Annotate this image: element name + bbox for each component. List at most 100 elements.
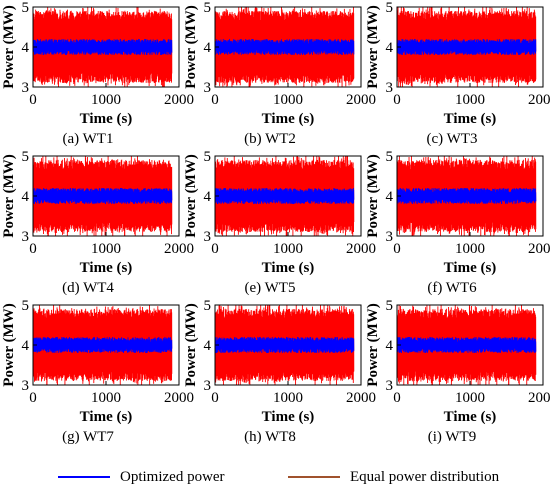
y-tick-label-7-4: 4: [22, 338, 30, 354]
panel-caption-1: (a) WT1: [63, 131, 114, 147]
panel-caption-6: (f) WT6: [427, 280, 477, 296]
y-tick-label-3-5: 5: [386, 0, 394, 16]
y-tick-label-1-5: 5: [22, 0, 30, 16]
y-tick-label-8-3: 3: [204, 378, 212, 394]
y-tick-label-7-3: 3: [22, 378, 30, 394]
y-tick-label-9-4: 4: [386, 338, 394, 354]
plot-area-3: [397, 7, 537, 87]
x-tick-label-2-1000: 1000: [273, 92, 303, 108]
x-tick-label-3-1000: 1000: [455, 92, 485, 108]
x-tick-label-1-0: 0: [29, 92, 37, 108]
x-axis-label-1: Time (s): [80, 111, 133, 127]
plot-area-2: [215, 7, 355, 87]
y-axis-label-8: Power (MW): [183, 303, 199, 386]
x-tick-label-5-2000: 2000: [346, 241, 376, 257]
y-axis-label-2: Power (MW): [183, 5, 199, 88]
y-tick-label-4-4: 4: [22, 189, 30, 205]
y-tick-label-5-3: 3: [204, 229, 212, 245]
x-tick-label-7-2000: 2000: [164, 390, 194, 406]
x-axis-label-9: Time (s): [444, 409, 497, 425]
panel-6: 3 4 5 0 1000 2000 Power (MW) Time (s) (f) WT6: [365, 149, 550, 296]
series-optimized-power-6: [397, 188, 537, 204]
y-tick-label-6-5: 5: [386, 149, 394, 165]
legend: Optimized power Equal power distribution: [0, 466, 550, 488]
y-tick-label-2-3: 3: [204, 80, 212, 96]
y-tick-label-2-5: 5: [204, 0, 212, 16]
series-optimized-power-1: [33, 39, 173, 55]
y-axis-label-4: Power (MW): [1, 154, 17, 237]
x-tick-label-3-2000: 2000: [528, 92, 550, 108]
y-tick-label-1-4: 4: [22, 40, 30, 56]
y-tick-label-5-4: 4: [204, 189, 212, 205]
legend-label-optimized: Optimized power: [120, 468, 225, 485]
y-axis-label-3: Power (MW): [365, 5, 381, 88]
panel-caption-4: (d) WT4: [62, 280, 114, 296]
y-tick-label-3-4: 4: [386, 40, 394, 56]
x-axis-label-8: Time (s): [262, 409, 315, 425]
y-tick-label-2-4: 4: [204, 40, 212, 56]
y-tick-label-3-3: 3: [386, 80, 394, 96]
x-tick-label-1-1000: 1000: [91, 92, 121, 108]
plot-area-6: [397, 156, 537, 236]
series-optimized-power-4: [33, 187, 173, 205]
legend-item-equal: Equal power distribution: [288, 466, 499, 488]
y-tick-label-8-5: 5: [204, 298, 212, 314]
x-axis-label-7: Time (s): [80, 409, 133, 425]
y-tick-label-6-4: 4: [386, 189, 394, 205]
series-optimized-power-3: [397, 38, 537, 55]
x-tick-label-4-0: 0: [29, 241, 37, 257]
panel-caption-9: (i) WT9: [428, 429, 476, 445]
y-tick-label-5-5: 5: [204, 149, 212, 165]
series-optimized-power-7: [33, 337, 173, 353]
x-tick-label-8-0: 0: [211, 390, 219, 406]
x-tick-label-6-1000: 1000: [455, 241, 485, 257]
plot-area-7: [33, 305, 173, 385]
y-tick-label-1-3: 3: [22, 80, 30, 96]
panel-caption-7: (g) WT7: [62, 429, 114, 445]
x-axis-label-4: Time (s): [80, 260, 133, 276]
panel-caption-8: (h) WT8: [244, 429, 296, 445]
x-axis-label-2: Time (s): [262, 111, 315, 127]
x-tick-label-2-2000: 2000: [346, 92, 376, 108]
y-tick-label-9-3: 3: [386, 378, 394, 394]
x-tick-label-5-1000: 1000: [273, 241, 303, 257]
x-axis-label-6: Time (s): [444, 260, 497, 276]
y-tick-label-4-3: 3: [22, 229, 30, 245]
plot-area-9: [397, 305, 537, 385]
panel-1: 3 4 5 0 1000 2000 Power (MW) Time (s) (a) WT1: [1, 0, 194, 147]
y-tick-label-8-4: 4: [204, 338, 212, 354]
plot-area-5: [215, 156, 355, 236]
y-axis-label-1: Power (MW): [1, 5, 17, 88]
x-tick-label-7-0: 0: [29, 390, 37, 406]
legend-swatch-equal: [288, 476, 340, 478]
x-axis-label-5: Time (s): [262, 260, 315, 276]
figure-grid: 3 4 5 0 1000 2000 Power (MW) Time (s) (a) WT1 3 4 5…: [1, 0, 550, 445]
series-optimized-power-5: [215, 187, 355, 204]
x-tick-label-4-1000: 1000: [91, 241, 121, 257]
y-axis-label-9: Power (MW): [365, 303, 381, 386]
panel-caption-2: (b) WT2: [244, 131, 296, 147]
panel-caption-5: (e) WT5: [245, 280, 296, 296]
x-tick-label-9-2000: 2000: [528, 390, 550, 406]
legend-label-equal: Equal power distribution: [350, 468, 500, 485]
panel-7: 3 4 5 0 1000 2000 Power (MW) Time (s) (g) WT7: [1, 298, 194, 445]
panel-9: 3 4 5 0 1000 2000 Power (MW) Time (s) (i) WT9: [365, 298, 550, 445]
plot-area-8: [215, 305, 355, 385]
legend-swatch-optimized: [58, 476, 110, 478]
y-tick-label-6-3: 3: [386, 229, 394, 245]
x-tick-label-4-2000: 2000: [164, 241, 194, 257]
y-axis-label-6: Power (MW): [365, 154, 381, 237]
legend-item-optimized: Optimized power: [58, 466, 225, 488]
x-tick-label-3-0: 0: [393, 92, 401, 108]
plot-area-1: [33, 7, 173, 87]
x-axis-label-3: Time (s): [444, 111, 497, 127]
x-tick-label-2-0: 0: [211, 92, 219, 108]
panel-caption-3: (c) WT3: [427, 131, 478, 147]
x-tick-label-8-2000: 2000: [346, 390, 376, 406]
series-optimized-power-9: [397, 336, 537, 353]
panel-2: 3 4 5 0 1000 2000 Power (MW) Time (s) (b) WT2: [183, 0, 376, 147]
x-tick-label-9-1000: 1000: [455, 390, 485, 406]
y-axis-label-5: Power (MW): [183, 154, 199, 237]
plot-area-4: [33, 156, 173, 236]
x-tick-label-5-0: 0: [211, 241, 219, 257]
